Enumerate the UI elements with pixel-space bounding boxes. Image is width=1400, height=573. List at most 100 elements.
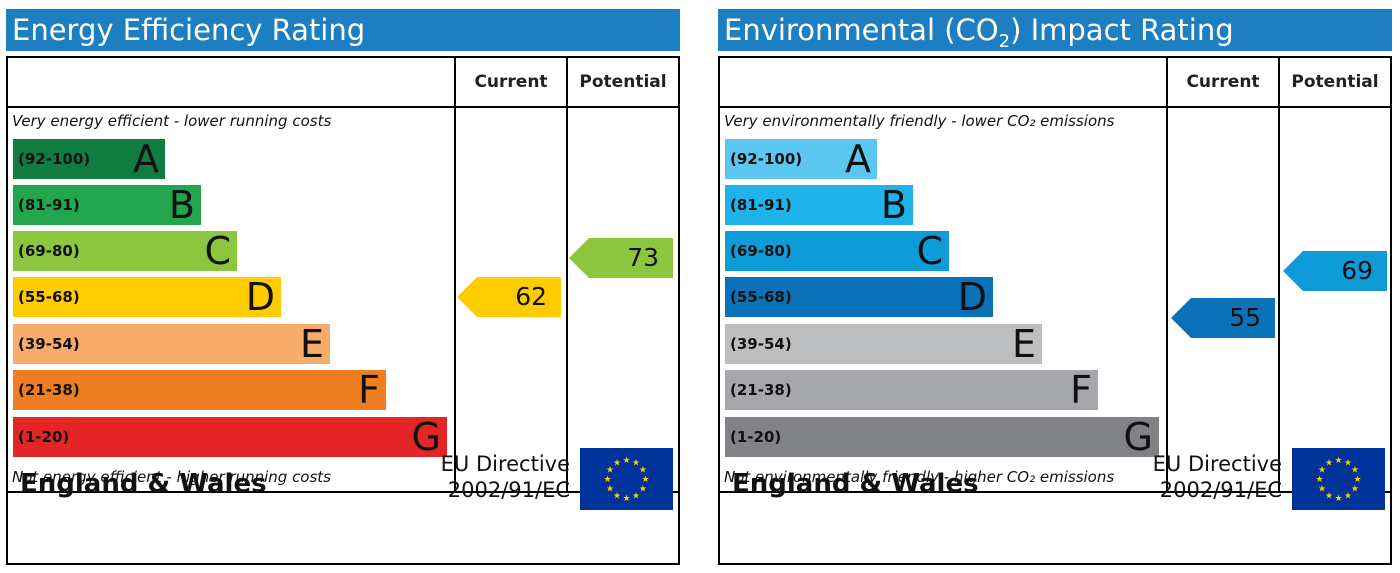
band-letter: D — [957, 275, 987, 319]
band-range: (81-91) — [730, 196, 792, 214]
divider — [566, 58, 568, 493]
divider — [454, 58, 456, 493]
eu-directive-line1: EU Directive — [1152, 452, 1282, 476]
band-range: (39-54) — [18, 335, 80, 353]
potential-rating-arrow: 73 — [569, 238, 673, 278]
potential-column-header: Potential — [579, 72, 667, 92]
energy-efficiency-panel: Energy Efficiency Rating Current Potenti… — [6, 9, 680, 565]
rating-table: Current Potential Very energy efficient … — [6, 56, 680, 565]
footer-region: England & Wales — [20, 469, 267, 499]
star-icon: ★ — [1351, 485, 1359, 495]
band-range: (21-38) — [18, 381, 80, 399]
band-letter: D — [245, 275, 275, 319]
title-subscript: 2 — [998, 30, 1011, 52]
eu-directive: EU Directive 2002/91/EC — [1110, 451, 1282, 503]
rating-band-e: (39-54) E — [13, 324, 330, 364]
star-icon: ★ — [1325, 491, 1333, 501]
rating-band-g: (1-20) G — [13, 417, 447, 457]
rating-band-a: (92-100) A — [13, 139, 165, 179]
panel-title: Environmental (CO2) Impact Rating — [718, 9, 1392, 52]
band-letter: G — [1123, 415, 1153, 459]
rating-band-g: (1-20) G — [725, 417, 1159, 457]
environmental-impact-panel: Environmental (CO2) Impact Rating Curren… — [718, 9, 1392, 565]
eu-directive: EU Directive 2002/91/EC — [398, 451, 570, 503]
eu-flag-icon: ★ ★ ★ ★ ★ ★ ★ ★ ★ ★ ★ ★ — [1292, 448, 1385, 510]
band-range: (81-91) — [18, 196, 80, 214]
eu-directive-line1: EU Directive — [440, 452, 570, 476]
footer-region: England & Wales — [732, 469, 979, 499]
rating-table: Current Potential Very environmentally f… — [718, 56, 1392, 565]
rating-band-e: (39-54) E — [725, 324, 1042, 364]
potential-rating-value: 73 — [627, 243, 659, 272]
potential-arrow-shape — [1283, 251, 1387, 291]
current-rating-arrow: 62 — [457, 277, 561, 317]
band-letter: B — [880, 183, 907, 227]
current-rating-value: 62 — [515, 282, 547, 311]
rating-band-f: (21-38) F — [13, 370, 386, 410]
band-letter: C — [204, 229, 231, 273]
star-icon: ★ — [606, 466, 614, 476]
star-icon: ★ — [1325, 459, 1333, 469]
current-arrow-shape — [457, 277, 561, 317]
band-range: (69-80) — [18, 242, 80, 260]
potential-arrow-shape — [569, 238, 673, 278]
potential-rating-value: 69 — [1341, 256, 1373, 285]
star-icon: ★ — [613, 459, 621, 469]
star-icon: ★ — [622, 494, 630, 504]
band-range: (55-68) — [730, 288, 792, 306]
bottom-caption: Not environmentally friendly - higher CO… — [724, 468, 1115, 486]
potential-rating-arrow: 69 — [1283, 251, 1387, 291]
top-caption: Very environmentally friendly - lower CO… — [724, 112, 1115, 130]
eu-directive-line2: 2002/91/EC — [447, 478, 570, 502]
rating-band-a: (92-100) A — [725, 139, 877, 179]
band-letter: B — [168, 183, 195, 227]
star-icon: ★ — [1318, 485, 1326, 495]
band-range: (1-20) — [18, 428, 70, 446]
rating-band-c: (69-80) C — [725, 231, 949, 271]
band-range: (21-38) — [730, 381, 792, 399]
band-letter: E — [1011, 322, 1036, 366]
eu-flag-icon: ★ ★ ★ ★ ★ ★ ★ ★ ★ ★ ★ ★ — [580, 448, 673, 510]
band-letter: A — [133, 137, 159, 181]
top-caption: Very energy efficient - lower running co… — [12, 112, 332, 130]
divider — [8, 491, 678, 493]
band-letter: F — [358, 368, 380, 412]
current-arrow-shape — [1171, 298, 1275, 338]
divider — [720, 106, 1390, 108]
rating-band-f: (21-38) F — [725, 370, 1098, 410]
star-icon: ★ — [1351, 466, 1359, 476]
panel-title: Energy Efficiency Rating — [6, 9, 680, 51]
star-icon: ★ — [1315, 475, 1323, 485]
band-range: (69-80) — [730, 242, 792, 260]
star-icon: ★ — [1344, 491, 1352, 501]
star-icon: ★ — [1318, 466, 1326, 476]
star-icon: ★ — [632, 459, 640, 469]
divider — [1278, 58, 1280, 493]
band-range: (92-100) — [18, 150, 91, 168]
star-icon: ★ — [641, 475, 649, 485]
divider — [720, 491, 1390, 493]
current-column-header: Current — [474, 72, 548, 92]
star-icon: ★ — [1353, 475, 1361, 485]
eu-directive-line2: 2002/91/EC — [1159, 478, 1282, 502]
current-rating-arrow: 55 — [1171, 298, 1275, 338]
star-icon: ★ — [632, 491, 640, 501]
rating-band-b: (81-91) B — [13, 185, 201, 225]
bottom-caption: Not energy efficient - higher running co… — [12, 468, 331, 486]
divider — [1166, 58, 1168, 493]
rating-band-d: (55-68) D — [725, 277, 993, 317]
band-letter: A — [845, 137, 871, 181]
star-icon: ★ — [603, 475, 611, 485]
star-icon: ★ — [639, 485, 647, 495]
star-icon: ★ — [1334, 494, 1342, 504]
star-icon: ★ — [622, 456, 630, 466]
star-icon: ★ — [1334, 456, 1342, 466]
current-rating-value: 55 — [1229, 303, 1261, 332]
band-range: (39-54) — [730, 335, 792, 353]
title-prefix: Environmental (CO — [724, 13, 999, 47]
star-icon: ★ — [613, 491, 621, 501]
divider — [8, 106, 678, 108]
band-letter: G — [411, 415, 441, 459]
band-letter: C — [916, 229, 943, 273]
rating-band-c: (69-80) C — [13, 231, 237, 271]
